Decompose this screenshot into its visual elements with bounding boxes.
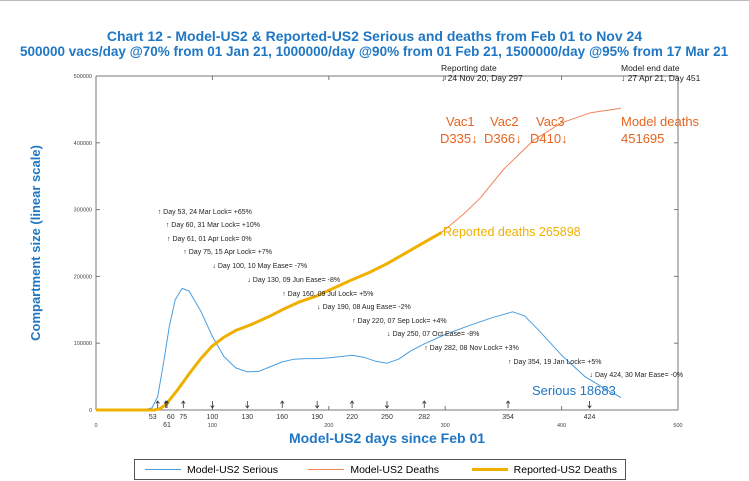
y-tick-label: 100000 — [74, 341, 92, 347]
reporting-date: ↓ 24 Nov 20, Day 297 — [441, 73, 523, 83]
model-end-label: Model end date — [621, 63, 680, 73]
legend-item-serious: Model-US2 Serious — [135, 464, 298, 476]
intervention-annotation: ↑ Day 160, 09 Jul Lock= +5% — [282, 291, 373, 298]
intervention-arrow-icon — [155, 400, 160, 408]
vac3-day: D410↓ — [530, 131, 568, 146]
y-tick-label: 300000 — [74, 208, 92, 214]
legend-swatch — [308, 469, 345, 470]
series-line-0 — [96, 287, 622, 411]
intervention-annotation: ↓ Day 130, 09 Jun Ease= -8% — [247, 277, 340, 284]
intervention-arrow-icon — [349, 400, 355, 408]
day-tick-label: 424 — [584, 414, 596, 421]
intervention-arrow-icon — [315, 401, 320, 409]
model-deaths-label: Model deaths — [621, 114, 700, 129]
day-tick-label: 190 — [311, 414, 323, 421]
intervention-annotation: ↑ Day 61, 01 Apr Lock= 0% — [167, 236, 252, 243]
day-tick-label: 160 — [276, 414, 288, 421]
vac2-day: D366↓ — [484, 131, 522, 146]
x-tick-label: 200 — [324, 423, 333, 429]
x-tick-label: 400 — [557, 423, 566, 429]
legend-label: Model-US2 Serious — [187, 463, 279, 476]
vac1-label: Vac1 — [446, 114, 475, 129]
reported-deaths-label: Reported deaths 265898 — [443, 225, 581, 239]
y-tick-label: 0 — [89, 408, 92, 414]
legend-item-model-deaths: Model-US2 Deaths — [298, 464, 461, 476]
intervention-annotation: ↑ Day 220, 07 Sep Lock= +4% — [352, 318, 447, 325]
legend-label: Model-US2 Deaths — [350, 463, 440, 476]
legend: Model-US2 Serious Model-US2 Deaths Repor… — [134, 459, 626, 480]
vac2-label: Vac2 — [490, 114, 519, 129]
chart-title: Chart 12 - Model-US2 & Reported-US2 Seri… — [106, 28, 643, 44]
day-tick-label: 53 — [149, 414, 157, 421]
x-tick-label: 0 — [94, 423, 97, 429]
intervention-arrow-icon — [245, 401, 250, 409]
intervention-annotation: ↓ Day 190, 08 Aug Ease= -2% — [317, 304, 411, 311]
intervention-annotation: ↑ Day 53, 24 Mar Lock= +65% — [158, 209, 252, 216]
y-tick-label: 200000 — [74, 274, 92, 280]
series-line-2 — [96, 231, 443, 412]
x-tick-label: 500 — [673, 423, 682, 429]
legend-item-reported-deaths: Reported-US2 Deaths — [462, 464, 625, 476]
vac3-label: Vac3 — [536, 114, 565, 129]
intervention-arrow-icon — [280, 400, 285, 408]
intervention-annotation: ↑ Day 60, 31 Mar Lock= +10% — [166, 222, 260, 229]
vac1-day: D335↓ — [440, 131, 478, 146]
x-axis-label: Model-US2 days since Feb 01 — [289, 430, 485, 446]
intervention-annotation: ↓ Day 424, 30 Mar Ease= -0% — [590, 372, 684, 379]
serious-label: Serious 18683 — [532, 383, 616, 398]
y-tick-label: 400000 — [74, 141, 92, 147]
intervention-annotation: ↑ Day 75, 15 Apr Lock= +7% — [183, 249, 272, 256]
legend-swatch — [145, 469, 181, 470]
x-tick-label: 100 — [208, 423, 217, 429]
intervention-annotation: ↑ Day 282, 08 Nov Lock= +3% — [424, 345, 519, 352]
x-tick-label: 300 — [441, 423, 450, 429]
intervention-annotation: ↓ Day 100, 10 May Ease= -7% — [212, 263, 307, 270]
day-tick-label: 100 — [207, 414, 219, 421]
intervention-arrow-icon — [164, 400, 170, 408]
day-tick-label: 130 — [241, 414, 253, 421]
day-tick-label: 75 — [179, 414, 187, 421]
day-tick-label: 60 — [167, 414, 175, 421]
intervention-annotation: ↓ Day 250, 07 Oct Ease= -8% — [387, 331, 479, 338]
intervention-arrow-icon — [505, 400, 511, 408]
reporting-date-label: Reporting date — [441, 63, 497, 73]
day-tick-label: 250 — [381, 414, 393, 421]
y-axis-label: Compartment size (linear scale) — [28, 145, 43, 341]
chart-subtitle: 500000 vacs/day @70% from 01 Jan 21, 100… — [20, 44, 729, 59]
day-tick-label: 282 — [418, 414, 430, 421]
intervention-arrow-icon — [587, 401, 592, 409]
intervention-arrow-icon — [384, 401, 390, 409]
model-end-date: ↓ 27 Apr 21, Day 451 — [621, 73, 701, 83]
model-deaths-value: 451695 — [621, 131, 664, 146]
day-tick-label: 354 — [502, 414, 514, 421]
intervention-arrow-icon — [210, 401, 215, 409]
intervention-arrow-icon — [181, 400, 186, 408]
top-border — [0, 0, 749, 1]
legend-swatch — [471, 468, 508, 471]
legend-label: Reported-US2 Deaths — [513, 463, 617, 476]
intervention-arrow-icon — [422, 400, 427, 408]
day-tick-label: 61 — [163, 422, 171, 429]
intervention-annotation: ↑ Day 354, 19 Jan Lock= +5% — [508, 359, 601, 366]
y-tick-label: 500000 — [74, 74, 92, 80]
day-tick-label: 220 — [346, 414, 358, 421]
